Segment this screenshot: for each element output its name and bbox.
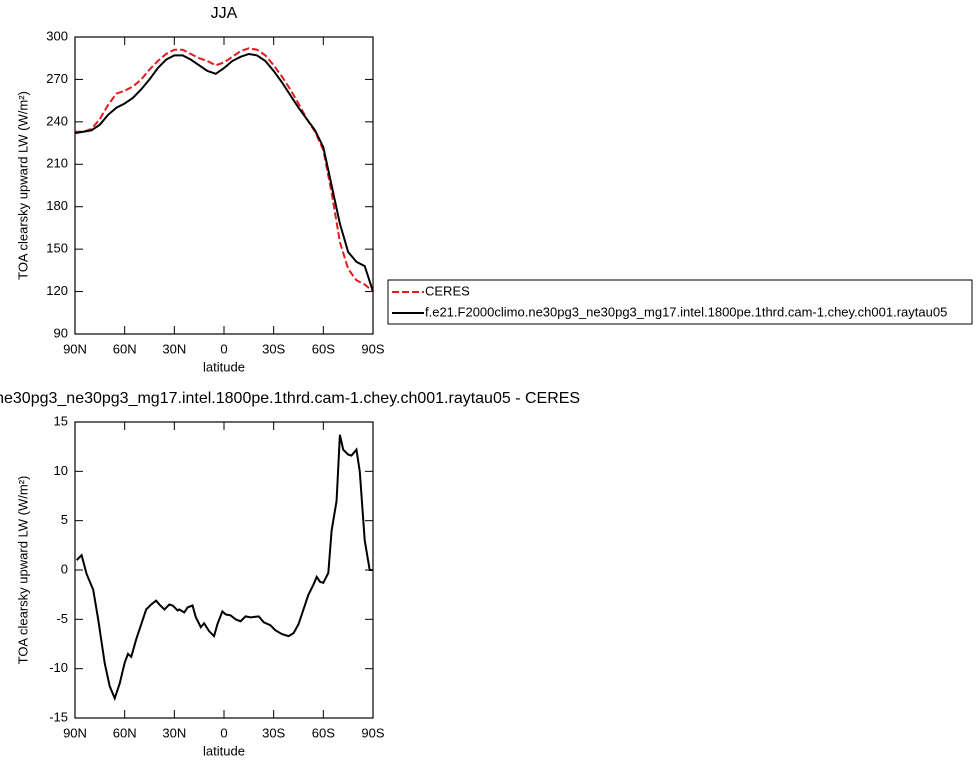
y-tick-label: 0 <box>61 561 68 576</box>
y-tick-label: 300 <box>46 28 68 43</box>
y-axis-label: TOA clearsky upward LW (W/m²) <box>15 91 30 280</box>
y-tick-label: 90 <box>54 325 68 340</box>
y-tick-label: 210 <box>46 156 68 171</box>
plot-frame <box>74 421 374 719</box>
line-series <box>75 434 373 702</box>
plot-frame <box>74 36 374 335</box>
chart-title: f.e21.F2000climo.ne30pg3_ne30pg3_mg17.in… <box>0 390 580 407</box>
y-tick-label: -5 <box>56 611 68 626</box>
x-tick-label: 90S <box>361 341 384 356</box>
x-axis-label: latitude <box>203 359 245 374</box>
y-tick-label: 10 <box>54 463 68 478</box>
x-tick-label: 30S <box>262 725 285 740</box>
x-tick-label: 90S <box>361 725 384 740</box>
y-tick-label: 150 <box>46 241 68 256</box>
x-tick-label: 0 <box>220 725 227 740</box>
y-tick-label: -10 <box>49 660 68 675</box>
x-tick-label: 90N <box>63 341 87 356</box>
y-tick-label: 180 <box>46 198 68 213</box>
y-tick-label: 120 <box>46 283 68 298</box>
y-tick-label: 15 <box>54 413 68 428</box>
x-tick-label: 30N <box>162 341 186 356</box>
x-tick-label: 90N <box>63 725 87 740</box>
y-tick-label: 240 <box>46 113 68 128</box>
y-tick-label: -15 <box>49 709 68 724</box>
x-axis-label: latitude <box>203 743 245 758</box>
y-axis-label: TOA clearsky upward LW (W/m²) <box>15 476 30 665</box>
x-tick-label: 60S <box>312 725 335 740</box>
y-tick-label: 270 <box>46 71 68 86</box>
legend-label: CERES <box>425 283 470 298</box>
x-tick-label: 0 <box>220 341 227 356</box>
legend-box <box>387 279 973 325</box>
x-tick-label: 60N <box>113 725 137 740</box>
legend-label: f.e21.F2000climo.ne30pg3_ne30pg3_mg17.in… <box>425 304 947 319</box>
x-tick-label: 60N <box>113 341 137 356</box>
x-tick-label: 30N <box>162 725 186 740</box>
y-tick-label: 5 <box>61 512 68 527</box>
x-tick-label: 60S <box>312 341 335 356</box>
line-series <box>74 52 374 292</box>
chart-title: JJA <box>211 5 238 22</box>
x-tick-label: 30S <box>262 341 285 356</box>
